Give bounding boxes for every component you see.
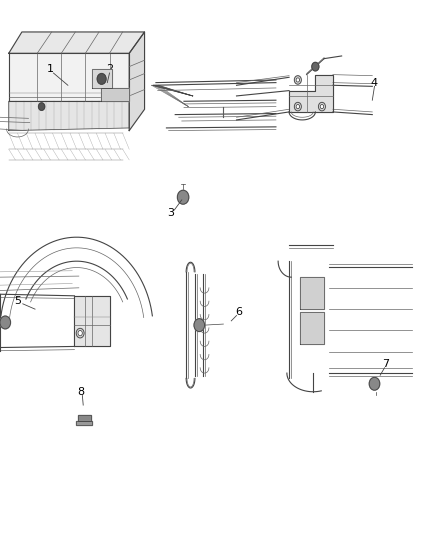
Circle shape: [312, 62, 319, 71]
Circle shape: [320, 104, 324, 109]
Circle shape: [318, 102, 325, 111]
Polygon shape: [9, 101, 129, 131]
Bar: [76, 421, 92, 425]
Text: 8: 8: [78, 387, 85, 397]
Circle shape: [296, 78, 300, 82]
Polygon shape: [300, 312, 324, 344]
Circle shape: [78, 330, 82, 336]
Text: 6: 6: [235, 307, 242, 317]
Polygon shape: [92, 69, 112, 88]
Circle shape: [97, 74, 106, 84]
Circle shape: [39, 103, 45, 110]
Polygon shape: [9, 32, 145, 53]
Text: 5: 5: [14, 296, 21, 306]
Text: 1: 1: [47, 64, 54, 74]
Circle shape: [294, 102, 301, 111]
Circle shape: [0, 316, 11, 329]
Circle shape: [294, 76, 301, 84]
Text: 3: 3: [167, 208, 174, 218]
Circle shape: [76, 328, 84, 338]
Text: 4: 4: [371, 78, 378, 87]
Circle shape: [194, 319, 205, 332]
Text: 7: 7: [382, 359, 389, 368]
Circle shape: [177, 190, 189, 204]
Polygon shape: [300, 277, 324, 309]
Bar: [76, 421, 92, 425]
Text: 2: 2: [106, 64, 113, 74]
Circle shape: [296, 104, 300, 109]
Polygon shape: [74, 296, 110, 346]
Bar: [78, 415, 91, 421]
Bar: [78, 415, 91, 421]
Polygon shape: [129, 32, 145, 131]
Circle shape: [369, 377, 380, 390]
Polygon shape: [289, 75, 333, 112]
Polygon shape: [9, 53, 129, 101]
Polygon shape: [101, 88, 129, 101]
